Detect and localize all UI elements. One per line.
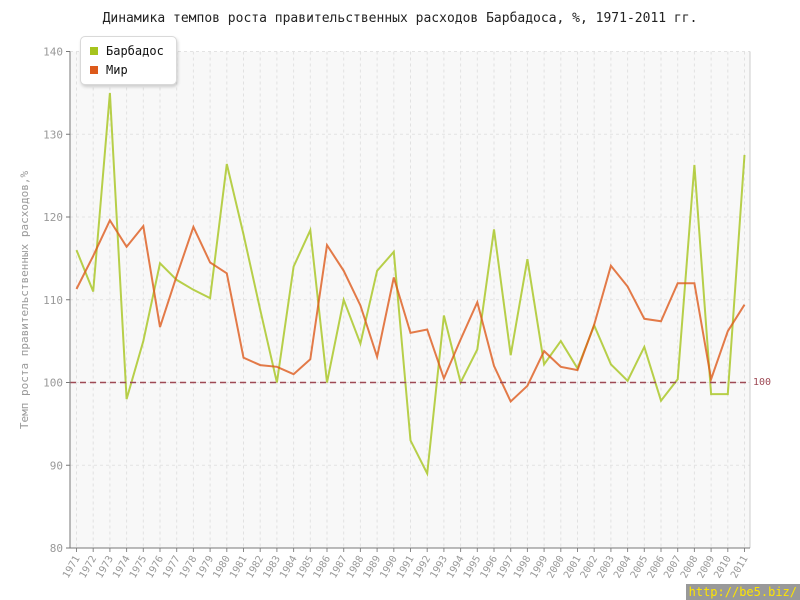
y-tick-label: 110 xyxy=(43,294,63,307)
chart-title: Динамика темпов роста правительственных … xyxy=(102,11,698,26)
legend-label-world: Мир xyxy=(106,63,128,77)
legend-label-barbados: Барбадос xyxy=(106,44,164,58)
x-tick-label: 2011 xyxy=(729,554,751,580)
y-tick-label: 80 xyxy=(50,542,63,555)
barbados-series-swatch xyxy=(90,47,98,55)
legend-item-world[interactable]: Мир xyxy=(90,62,164,78)
series-line-world xyxy=(75,218,746,404)
y-tick-label: 100 xyxy=(43,377,63,390)
legend: Барбадос Мир xyxy=(80,36,177,85)
y-tick-label: 90 xyxy=(50,459,63,472)
legend-item-barbados[interactable]: Барбадос xyxy=(90,43,164,59)
watermark-link[interactable]: http://be5.biz/ xyxy=(685,584,800,600)
y-tick-label: 140 xyxy=(43,46,63,59)
world-series-swatch xyxy=(90,66,98,74)
y-tick-label: 130 xyxy=(43,128,63,141)
reference-line-label: 100 xyxy=(753,377,772,388)
series-line-barbados xyxy=(75,92,746,477)
y-tick-label: 120 xyxy=(43,211,63,224)
